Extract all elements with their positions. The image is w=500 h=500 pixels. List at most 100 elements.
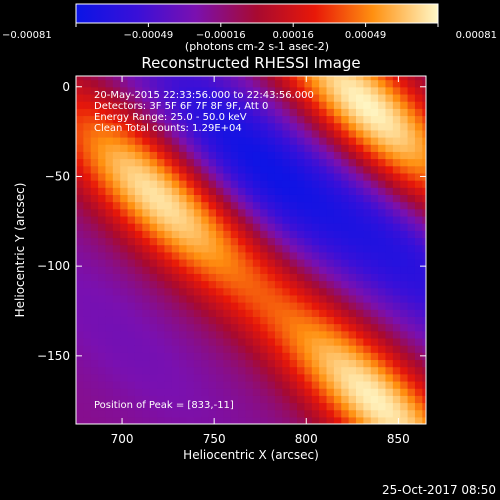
heatmap-cell <box>186 352 195 361</box>
heatmap-cell <box>216 108 224 117</box>
heatmap-cell <box>392 388 401 396</box>
heatmap-cell <box>400 302 409 310</box>
heatmap-cell <box>311 273 320 282</box>
heatmap-cell <box>370 366 379 375</box>
heatmap-cell <box>400 215 409 224</box>
heatmap-cell <box>392 86 401 95</box>
heatmap-cell <box>186 266 195 274</box>
heatmap-cell <box>370 388 379 396</box>
heatmap-cell <box>157 359 166 368</box>
heatmap-cell <box>127 76 136 81</box>
heatmap-cell <box>341 158 350 167</box>
heatmap-cell <box>230 158 239 167</box>
heatmap-cell <box>370 287 379 296</box>
heatmap-cell <box>157 115 166 124</box>
heatmap-cell <box>414 208 423 217</box>
heatmap-cell <box>297 215 306 224</box>
heatmap-cell <box>223 352 232 361</box>
heatmap-cell <box>83 402 92 411</box>
heatmap-cell <box>297 337 306 346</box>
heatmap-cell <box>392 359 401 368</box>
heatmap-cell <box>149 129 158 138</box>
heatmap-cell <box>230 273 239 282</box>
heatmap-cell <box>127 144 136 152</box>
heatmap-cell <box>341 194 350 203</box>
heatmap-cell <box>105 373 114 382</box>
heatmap-cell <box>341 323 350 332</box>
heatmap-cell <box>289 122 298 131</box>
heatmap-cell <box>245 136 254 145</box>
heatmap-cell <box>216 323 224 332</box>
heatmap-cell <box>245 108 254 117</box>
heatmap-cell <box>105 266 114 274</box>
heatmap-cell <box>311 388 320 396</box>
heatmap-cell <box>76 208 84 217</box>
heatmap-cell <box>378 158 387 167</box>
heatmap-cell <box>245 122 254 131</box>
heatmap-cell <box>282 115 291 124</box>
heatmap-cell <box>311 359 320 368</box>
heatmap-cell <box>363 366 372 375</box>
heatmap-cell <box>90 302 99 310</box>
heatmap-cell <box>319 237 328 246</box>
heatmap-cell <box>326 302 335 310</box>
heatmap-cell <box>400 337 409 346</box>
heatmap-cell <box>142 172 151 181</box>
heatmap-cell <box>348 237 357 246</box>
heatmap-cell <box>326 323 335 332</box>
heatmap-cell <box>201 165 210 174</box>
heatmap-cell <box>341 208 350 217</box>
heatmap-cell <box>363 76 372 81</box>
heatmap-cell <box>179 79 188 88</box>
heatmap-cell <box>216 287 224 296</box>
heatmap-cell <box>105 337 114 346</box>
heatmap-cell <box>83 215 92 224</box>
heatmap-cell <box>400 359 409 368</box>
heatmap-cell <box>297 158 306 167</box>
heatmap-cell <box>171 79 180 88</box>
heatmap-cell <box>186 115 195 124</box>
heatmap-cell <box>385 194 394 203</box>
heatmap-cell <box>311 144 320 152</box>
heatmap-cell <box>201 287 210 296</box>
heatmap-cell <box>216 165 224 174</box>
heatmap-cell <box>363 172 372 181</box>
heatmap-cell <box>208 302 217 310</box>
heatmap-cell <box>326 380 335 389</box>
heatmap-cell <box>304 416 313 424</box>
heatmap-cell <box>267 345 276 353</box>
heatmap-cell <box>90 136 99 145</box>
heatmap-cell <box>238 373 247 382</box>
heatmap-cell <box>216 402 224 411</box>
heatmap-cell <box>319 287 328 296</box>
heatmap-cell <box>208 237 217 246</box>
heatmap-cell <box>127 115 136 124</box>
heatmap-cell <box>245 151 254 160</box>
heatmap-cell <box>230 352 239 361</box>
heatmap-cell <box>326 136 335 145</box>
heatmap-cell <box>363 244 372 253</box>
heatmap-cell <box>282 86 291 95</box>
heatmap-cell <box>311 395 320 404</box>
heatmap-cell <box>76 388 84 396</box>
heatmap-cell <box>407 416 416 424</box>
heatmap-cell <box>193 373 202 382</box>
heatmap-cell <box>105 352 114 361</box>
heatmap-cell <box>179 101 188 109</box>
heatmap-cell <box>274 244 283 253</box>
heatmap-cell <box>171 86 180 95</box>
heatmap-cell <box>422 345 426 353</box>
heatmap-cell <box>157 309 166 317</box>
heatmap-cell <box>120 395 129 404</box>
heatmap-cell <box>414 416 423 424</box>
heatmap-cell <box>186 122 195 131</box>
heatmap-cell <box>392 223 401 231</box>
heatmap-cell <box>193 237 202 246</box>
annotation-energy: Energy Range: 25.0 - 50.0 keV <box>94 112 247 123</box>
heatmap-cell <box>414 101 423 109</box>
heatmap-cell <box>407 323 416 332</box>
heatmap-cell <box>341 345 350 353</box>
heatmap-cell <box>98 237 107 246</box>
heatmap-cell <box>274 237 283 246</box>
heatmap-cell <box>341 201 350 210</box>
